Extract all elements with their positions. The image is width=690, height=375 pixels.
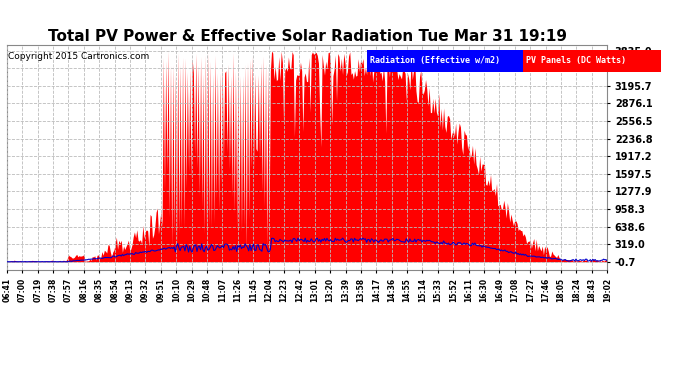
Title: Total PV Power & Effective Solar Radiation Tue Mar 31 19:19: Total PV Power & Effective Solar Radiati… <box>48 29 566 44</box>
Text: Copyright 2015 Cartronics.com: Copyright 2015 Cartronics.com <box>8 52 149 61</box>
FancyBboxPatch shape <box>523 50 661 72</box>
FancyBboxPatch shape <box>367 50 523 72</box>
Text: PV Panels (DC Watts): PV Panels (DC Watts) <box>526 56 626 65</box>
Text: Radiation (Effective w/m2): Radiation (Effective w/m2) <box>370 56 500 65</box>
